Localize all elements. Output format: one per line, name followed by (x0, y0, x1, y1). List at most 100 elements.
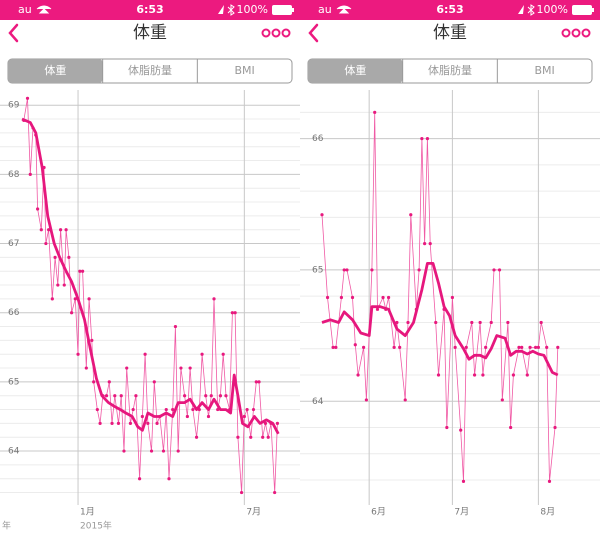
bluetooth-icon (227, 4, 235, 16)
data-point (171, 407, 175, 412)
clock: 6:53 (436, 3, 463, 16)
data-point (481, 373, 485, 377)
year-label: 2015年 (80, 520, 112, 532)
tab[interactable]: BMI (535, 64, 555, 77)
data-point (134, 394, 138, 398)
data-point (128, 421, 133, 425)
tab-selected (8, 59, 103, 83)
data-point (36, 207, 40, 211)
back-button[interactable] (308, 23, 319, 43)
data-point (39, 228, 43, 232)
data-point (528, 345, 532, 350)
data-point (392, 345, 396, 350)
data-point (95, 407, 99, 412)
tab[interactable]: 体脂肪量 (428, 63, 472, 77)
more-dot (271, 28, 281, 38)
data-point (497, 268, 502, 272)
tab[interactable]: 体重 (44, 63, 66, 77)
data-point (107, 380, 111, 384)
y-tick-label: 64 (312, 397, 324, 407)
data-point (464, 345, 468, 350)
more-dot (581, 28, 591, 38)
tab[interactable]: BMI (235, 64, 255, 77)
x-tick-label: 6月 (371, 507, 386, 518)
data-point (221, 352, 225, 356)
data-point (478, 320, 482, 325)
data-point (131, 407, 135, 412)
data-point (406, 320, 410, 325)
nav-title: 体重 (133, 23, 167, 43)
data-point (137, 477, 142, 481)
status-bar (300, 0, 600, 20)
wifi-icon (336, 5, 352, 14)
battery-icon (272, 5, 292, 15)
data-point (233, 311, 237, 315)
more-dot (571, 28, 581, 38)
more-button[interactable] (261, 28, 291, 38)
data-point (500, 398, 504, 402)
data-point (450, 295, 454, 300)
data-point (50, 297, 54, 301)
location-icon (518, 5, 524, 14)
data-point (553, 425, 557, 430)
data-point (275, 421, 280, 425)
location-icon (218, 5, 224, 14)
data-point (122, 449, 126, 453)
data-point (492, 268, 496, 272)
data-point (90, 338, 94, 342)
wifi-icon (36, 5, 52, 14)
data-point (536, 345, 540, 350)
data-point (218, 394, 223, 398)
data-point (423, 242, 427, 246)
data-point (188, 366, 192, 370)
data-point (356, 373, 360, 377)
data-point (78, 269, 82, 273)
data-point (386, 295, 391, 300)
carrier: au (18, 3, 32, 16)
data-point (339, 295, 344, 300)
data-point (70, 311, 74, 315)
data-point (87, 297, 91, 301)
data-point (506, 320, 510, 325)
data-point (28, 172, 32, 176)
more-button[interactable] (561, 28, 591, 38)
data-point (110, 421, 114, 425)
data-point (149, 449, 154, 453)
data-point (453, 345, 457, 350)
data-point (373, 110, 377, 114)
back-button[interactable] (8, 23, 19, 43)
data-point (249, 435, 253, 439)
data-point (209, 394, 213, 398)
data-point (257, 380, 261, 384)
data-point (484, 345, 488, 350)
data-point (556, 345, 560, 350)
y-tick-label: 67 (8, 239, 19, 249)
nav-title: 体重 (433, 23, 467, 43)
data-point (425, 136, 430, 141)
data-point (263, 421, 268, 425)
y-tick-label: 64 (8, 447, 20, 457)
data-point (370, 268, 374, 272)
data-point (173, 324, 178, 329)
data-point (409, 213, 413, 217)
data-point (273, 490, 277, 495)
data-point (239, 490, 244, 495)
data-point (420, 136, 424, 141)
tab[interactable]: 体重 (344, 63, 366, 77)
data-point (242, 414, 246, 419)
more-dot (561, 28, 571, 38)
data-point (525, 373, 529, 377)
data-point (251, 407, 256, 412)
data-point (325, 295, 330, 300)
data-point (113, 394, 117, 398)
data-point (375, 307, 380, 311)
data-point (183, 394, 187, 398)
data-point (345, 268, 349, 272)
data-point (224, 394, 228, 398)
tab[interactable]: 体脂肪量 (128, 63, 172, 77)
data-point (539, 320, 543, 325)
data-point (254, 380, 258, 384)
more-dot (261, 28, 271, 38)
